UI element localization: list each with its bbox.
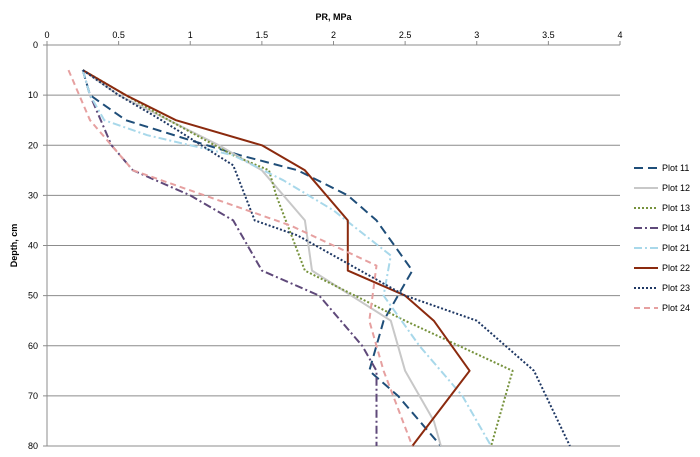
- y-tick-label: 70: [28, 391, 38, 401]
- y-tick-label: 20: [28, 140, 38, 150]
- x-tick-label: 3: [474, 30, 479, 40]
- series-line-plot-11: [81, 69, 442, 447]
- series-line-plot-13: [82, 69, 514, 447]
- series-line-plot-22: [82, 69, 471, 447]
- x-tick-label: 1.5: [256, 30, 269, 40]
- legend-label: Plot 22: [662, 263, 690, 273]
- x-tick-label: 0.5: [112, 30, 125, 40]
- legend-label: Plot 13: [662, 203, 690, 213]
- x-tick-label: 2: [331, 30, 336, 40]
- y-tick-labels: 0 10 20 30 40 50 60 70 80: [28, 40, 38, 451]
- x-tick-label: 0: [44, 30, 49, 40]
- x-tick-label: 3.5: [542, 30, 555, 40]
- y-tick-label: 50: [28, 291, 38, 301]
- series-lines: [67, 69, 571, 447]
- series-line-plot-14: [81, 69, 378, 446]
- y-tick-label: 40: [28, 241, 38, 251]
- y-tick-label: 80: [28, 441, 38, 451]
- legend-label: Plot 12: [662, 183, 690, 193]
- x-tick-label: 2.5: [399, 30, 412, 40]
- y-tick-label: 30: [28, 190, 38, 200]
- y-tick-label: 60: [28, 341, 38, 351]
- legend-label: Plot 24: [662, 303, 690, 313]
- legend-label: Plot 21: [662, 243, 690, 253]
- legend-label: Plot 11: [662, 163, 689, 173]
- series-line-plot-21: [81, 69, 492, 447]
- x-tick-label: 4: [617, 30, 622, 40]
- x-axis-title: PR, MPa: [315, 12, 352, 22]
- y-tick-label: 0: [33, 40, 38, 50]
- x-tick-labels: 0 0.5 1 1.5 2 2.5 3 3.5 4: [44, 30, 622, 40]
- legend: Plot 11 Plot 12 Plot 13 Plot 14 Plot 21 Plot …: [634, 163, 690, 313]
- series-line-plot-12: [82, 69, 442, 447]
- legend-label: Plot 23: [662, 283, 690, 293]
- x-tick-label: 1: [188, 30, 193, 40]
- series-line-plot-24: [67, 69, 414, 447]
- y-axis-title: Depth, cm: [9, 224, 19, 268]
- axes: [46, 44, 620, 446]
- y-tick-label: 10: [28, 90, 38, 100]
- series-line-plot-23: [82, 69, 571, 447]
- legend-label: Plot 14: [662, 223, 690, 233]
